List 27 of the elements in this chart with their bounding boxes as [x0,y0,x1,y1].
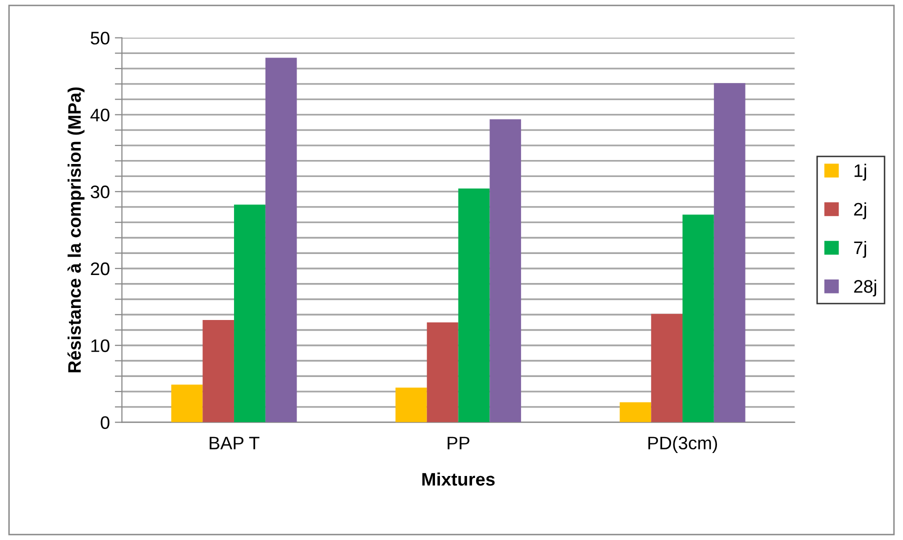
bar [171,384,203,422]
bar [682,214,714,422]
bar [202,320,234,422]
legend-label: 7j [854,240,866,258]
x-axis-title: Mixtures [422,472,495,486]
x-tick-label: PD(3cm) [648,436,718,453]
x-tick-label: BAP T [210,436,260,450]
bar [234,204,266,422]
y-tick-label: 0 [100,416,110,429]
bar [620,402,652,422]
legend-label: 2j [854,202,866,220]
y-tick-label: 10 [91,339,110,352]
legend-label: 1j [854,164,866,181]
legend-label: 28j [854,280,876,296]
y-tick-label: 20 [90,262,110,276]
bar [458,188,490,422]
y-tick-label: 40 [90,108,110,122]
bar [490,119,522,422]
x-tick-label: PP [448,436,470,450]
bar [714,83,746,422]
bar [651,314,683,422]
y-tick-label: 50 [90,32,110,45]
y-axis-title: Résistance à la comprision (MPa) [67,87,84,372]
y-tick-label: 30 [90,186,110,198]
bar [426,322,458,422]
bar [395,388,427,422]
bar [265,58,297,422]
